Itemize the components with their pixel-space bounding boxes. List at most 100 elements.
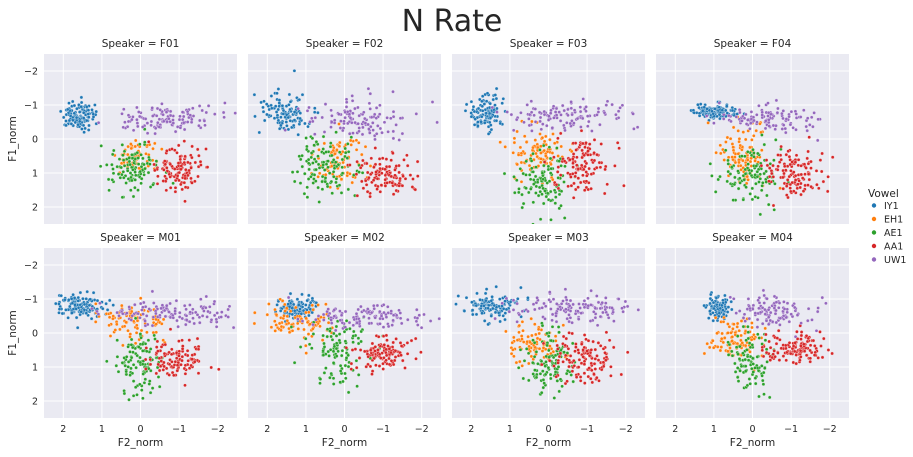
point-IY1 — [287, 92, 292, 97]
point-IY1 — [79, 104, 83, 109]
point-UW1 — [184, 322, 188, 327]
point-AE1 — [311, 181, 315, 185]
point-UW1 — [570, 119, 574, 123]
point-AA1 — [582, 362, 587, 366]
point-AA1 — [581, 348, 585, 352]
point-AA1 — [578, 379, 583, 383]
point-UW1 — [549, 307, 553, 311]
point-UW1 — [133, 302, 137, 307]
point-UW1 — [163, 314, 168, 319]
point-UW1 — [220, 310, 224, 314]
point-AE1 — [553, 370, 558, 374]
point-AE1 — [732, 182, 737, 187]
point-AA1 — [576, 167, 581, 171]
point-AE1 — [752, 155, 756, 159]
point-AE1 — [521, 171, 525, 176]
point-UW1 — [329, 125, 333, 129]
point-AE1 — [557, 159, 561, 163]
point-EH1 — [519, 334, 524, 338]
point-AE1 — [311, 161, 315, 165]
point-AE1 — [124, 181, 128, 185]
point-UW1 — [212, 313, 217, 318]
point-EH1 — [113, 328, 118, 332]
point-AA1 — [792, 170, 796, 174]
point-EH1 — [728, 136, 733, 141]
point-IY1 — [712, 306, 716, 311]
point-UW1 — [205, 315, 209, 319]
point-UW1 — [391, 109, 396, 114]
point-AA1 — [195, 147, 200, 152]
point-UW1 — [337, 112, 341, 116]
point-AA1 — [591, 339, 595, 344]
point-UW1 — [781, 123, 786, 127]
point-UW1 — [213, 112, 217, 116]
point-AE1 — [555, 146, 559, 150]
point-AA1 — [579, 361, 584, 365]
point-AE1 — [557, 330, 561, 335]
point-AA1 — [568, 157, 572, 162]
point-AE1 — [750, 343, 755, 347]
point-UW1 — [766, 101, 770, 105]
point-UW1 — [616, 116, 621, 120]
point-UW1 — [363, 121, 368, 125]
point-EH1 — [719, 336, 724, 341]
point-AA1 — [811, 338, 816, 343]
point-UW1 — [129, 318, 134, 322]
point-AA1 — [776, 328, 781, 333]
point-AA1 — [196, 347, 201, 351]
point-EH1 — [529, 316, 533, 321]
point-AE1 — [314, 159, 318, 164]
point-AE1 — [107, 188, 111, 193]
point-IY1 — [275, 303, 279, 307]
point-AA1 — [183, 176, 187, 181]
point-AE1 — [725, 179, 729, 184]
point-UW1 — [774, 308, 778, 313]
point-AA1 — [801, 189, 806, 193]
point-UW1 — [300, 319, 305, 323]
point-IY1 — [454, 302, 458, 306]
point-UW1 — [338, 126, 343, 130]
point-AE1 — [736, 379, 741, 383]
point-UW1 — [362, 314, 366, 319]
point-AA1 — [399, 353, 403, 357]
point-UW1 — [529, 110, 534, 115]
point-UW1 — [553, 110, 558, 114]
point-AE1 — [562, 216, 567, 220]
point-UW1 — [202, 119, 207, 123]
point-AE1 — [143, 166, 147, 171]
point-IY1 — [276, 107, 280, 112]
point-EH1 — [515, 338, 520, 342]
point-AA1 — [592, 362, 597, 366]
point-AE1 — [710, 174, 714, 178]
legend-label-AA1: AA1 — [884, 242, 903, 253]
legend-marker-EH1 — [871, 216, 877, 222]
point-AE1 — [135, 353, 139, 358]
point-EH1 — [290, 329, 295, 333]
point-AE1 — [316, 154, 320, 158]
point-AE1 — [346, 187, 351, 192]
point-EH1 — [728, 346, 732, 350]
point-UW1 — [98, 301, 102, 305]
point-AE1 — [547, 179, 552, 183]
point-AE1 — [766, 202, 771, 207]
point-EH1 — [293, 315, 297, 320]
point-AE1 — [137, 345, 141, 349]
point-IY1 — [286, 115, 291, 120]
point-UW1 — [350, 94, 354, 98]
point-AE1 — [746, 330, 751, 334]
point-IY1 — [68, 304, 72, 309]
point-UW1 — [385, 116, 389, 120]
point-AA1 — [405, 341, 410, 345]
point-UW1 — [137, 110, 141, 114]
point-EH1 — [741, 130, 746, 134]
point-AA1 — [798, 358, 802, 363]
point-AA1 — [399, 344, 404, 348]
point-UW1 — [602, 110, 607, 115]
point-UW1 — [368, 131, 372, 135]
point-AA1 — [378, 166, 382, 171]
point-IY1 — [91, 290, 96, 295]
point-EH1 — [285, 314, 290, 319]
point-EH1 — [714, 150, 718, 155]
point-AA1 — [582, 167, 586, 172]
